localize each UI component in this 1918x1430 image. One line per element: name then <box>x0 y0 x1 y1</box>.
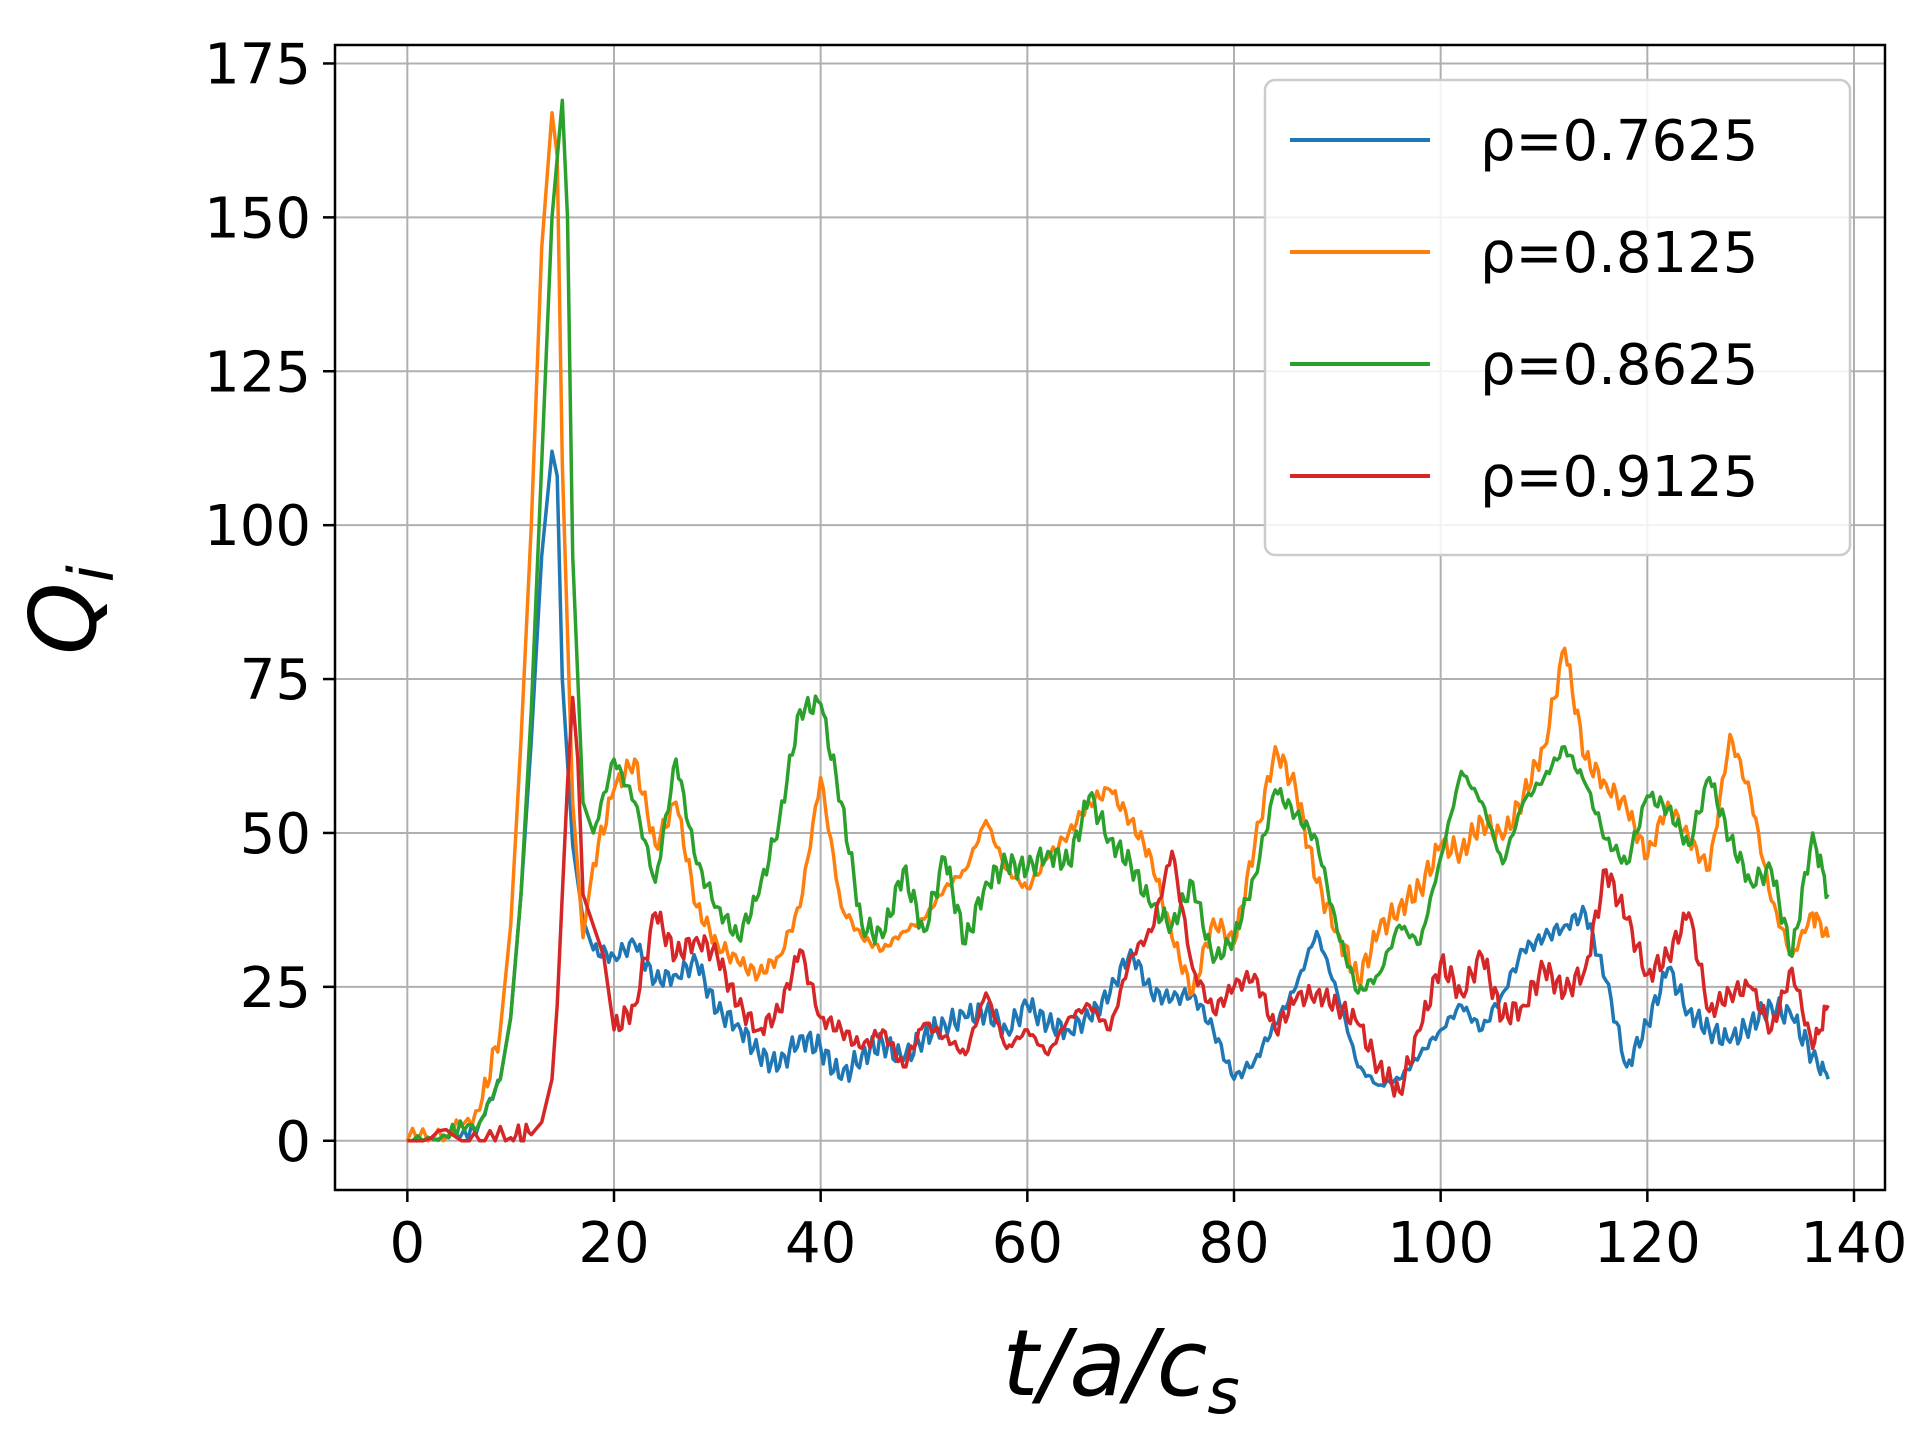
legend-label: ρ=0.8125 <box>1480 221 1758 286</box>
x-tick-label: 100 <box>1387 1211 1494 1276</box>
x-axis-title: t/a/cs <box>1002 1310 1239 1428</box>
x-tick-label: 40 <box>785 1211 856 1276</box>
x-tick-label: 140 <box>1801 1211 1908 1276</box>
series-line-4 <box>407 695 1830 1143</box>
x-tick-label: 120 <box>1594 1211 1701 1276</box>
x-tick-label: 60 <box>992 1211 1063 1276</box>
series-line-3 <box>407 98 1830 1143</box>
y-tick-label: 125 <box>204 340 311 405</box>
y-axis-title: Qi <box>10 565 128 655</box>
y-tick-label: 100 <box>204 494 311 559</box>
legend-label: ρ=0.8625 <box>1480 333 1758 398</box>
plot-frame <box>333 43 1887 1192</box>
series-line-2 <box>405 110 1830 1143</box>
y-tick-label: 150 <box>204 186 311 251</box>
y-tick-label: 25 <box>240 956 311 1021</box>
y-tick-label: 175 <box>204 32 311 97</box>
legend-box <box>1263 78 1852 557</box>
series-line-1 <box>407 449 1830 1143</box>
legend: ρ=0.7625 ρ=0.8125 ρ=0.8625 ρ=0.9125 <box>1263 78 1852 557</box>
y-tick-label: 50 <box>240 802 311 867</box>
x-tick-label: 80 <box>1198 1211 1269 1276</box>
y-tick-label: 0 <box>275 1110 311 1175</box>
x-tick-label: 20 <box>578 1211 649 1276</box>
axis-ticks: 0 20 40 60 80 100 120 140 0 25 50 75 100 125 150 175 <box>204 32 1907 1276</box>
legend-label: ρ=0.7625 <box>1480 109 1758 174</box>
legend-label: ρ=0.9125 <box>1480 445 1758 510</box>
x-tick-label: 0 <box>390 1211 426 1276</box>
series-lines <box>405 98 1830 1143</box>
y-tick-label: 75 <box>240 648 311 713</box>
